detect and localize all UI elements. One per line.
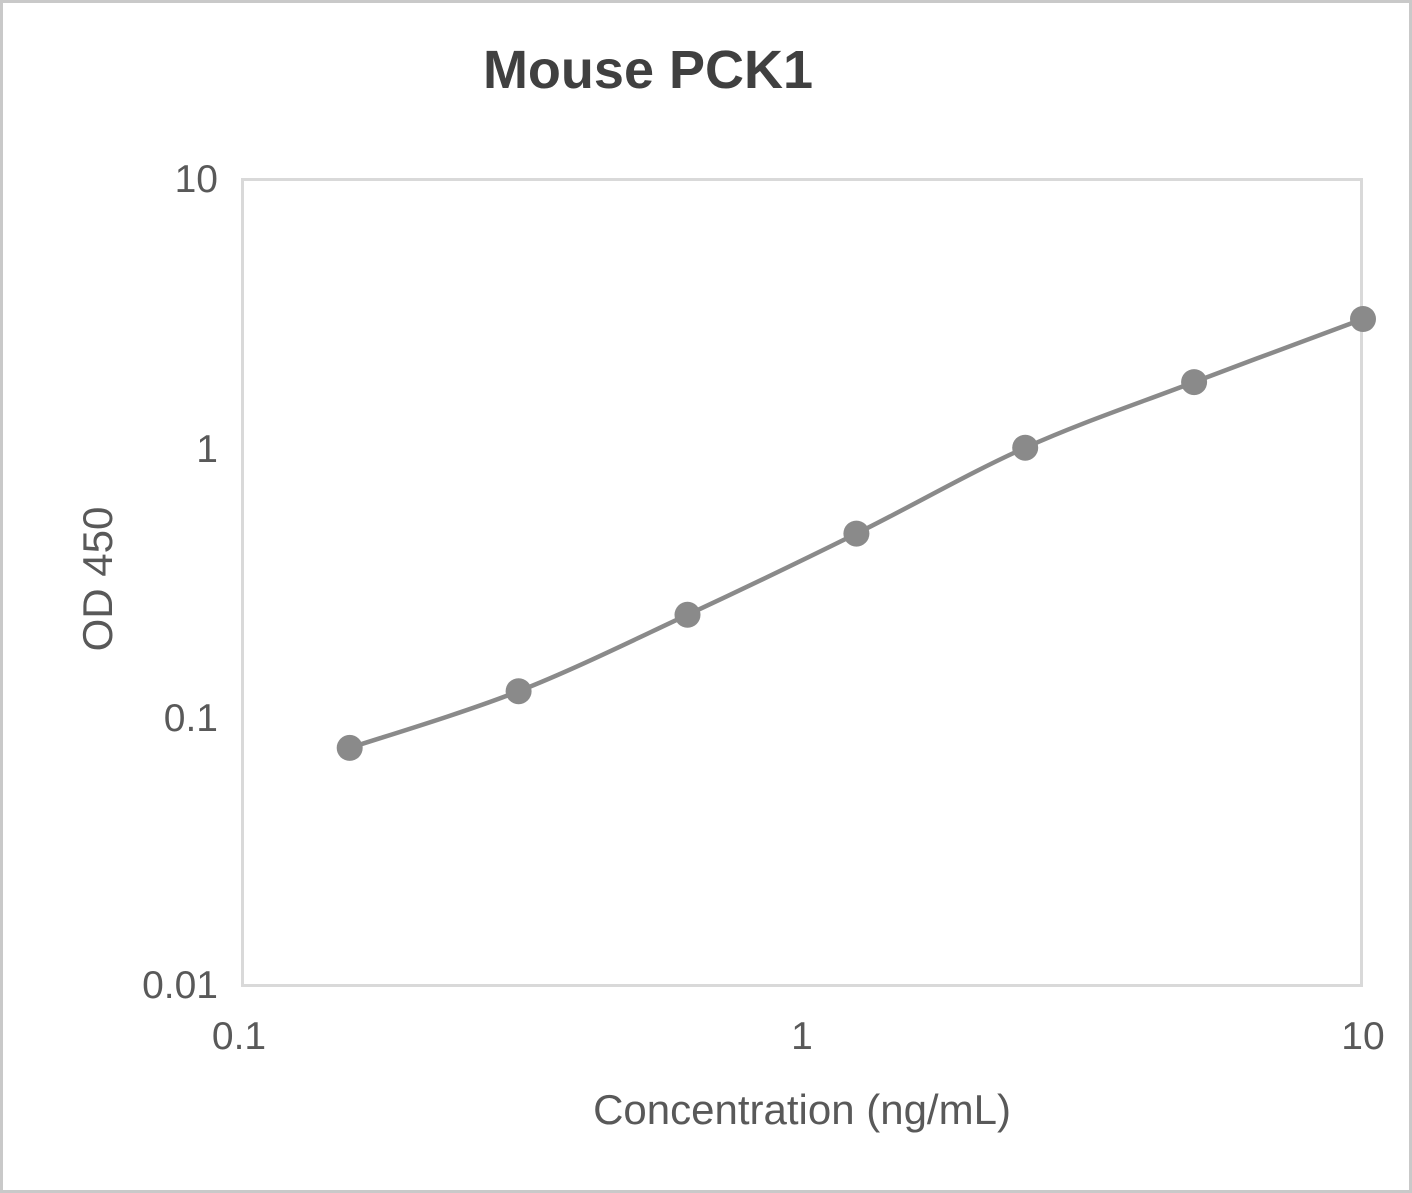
x-tick-label-10: 10 xyxy=(1341,1015,1385,1058)
y-tick-label-0p1: 0.1 xyxy=(163,697,218,740)
data-point-marker xyxy=(1012,434,1039,461)
data-point-marker xyxy=(843,520,870,547)
x-axis-title: Concentration (ng/mL) xyxy=(593,1086,1011,1133)
data-point-marker xyxy=(674,601,701,628)
x-tick-label-0p1: 0.1 xyxy=(211,1015,267,1058)
chart-title: Mouse PCK1 xyxy=(482,40,814,100)
y-tick-label-1: 1 xyxy=(196,428,218,471)
data-point-marker xyxy=(336,734,363,761)
y-axis-title: OD 450 xyxy=(74,506,121,652)
standard-curve-svg xyxy=(336,306,1376,761)
data-point-marker xyxy=(505,678,532,705)
data-point-marker xyxy=(1181,369,1208,396)
plot-area xyxy=(241,178,1376,987)
y-tick-label-10: 10 xyxy=(174,158,218,201)
x-tick-label-1: 1 xyxy=(791,1015,813,1058)
data-point-marker xyxy=(1350,306,1376,332)
y-tick-label-0p01: 0.01 xyxy=(142,964,218,1007)
